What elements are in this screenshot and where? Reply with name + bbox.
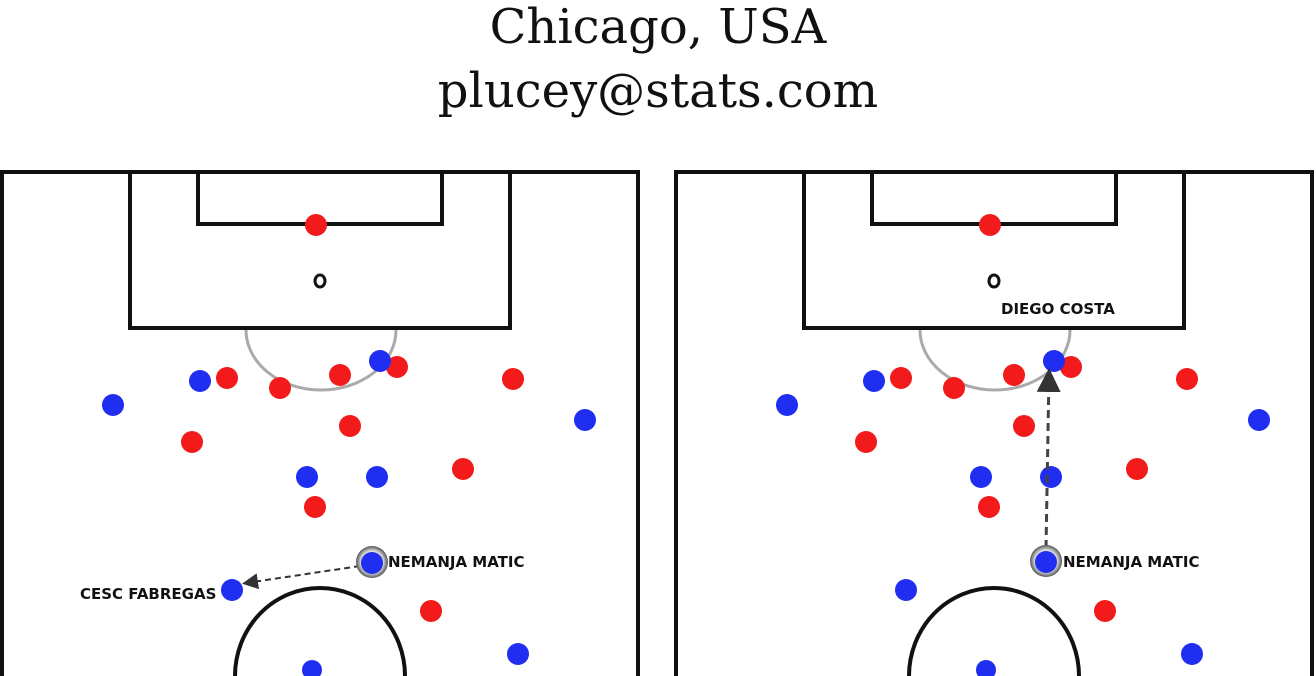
player-red: [502, 368, 524, 390]
pitch-boundary: [0, 170, 640, 676]
player-blue: [776, 394, 798, 416]
player-blue: [102, 394, 124, 416]
players-blue: [776, 350, 1270, 676]
player-red: [1094, 600, 1116, 622]
pitch-boundary: [674, 170, 1314, 676]
player-blue: [366, 466, 388, 488]
player-red: [329, 364, 351, 386]
center-circle: [233, 586, 407, 676]
player-red: [890, 367, 912, 389]
players-red: [855, 214, 1198, 622]
pitch-right: NEMANJA MATIC DIEGO COSTA: [674, 170, 1314, 676]
player-red: [943, 377, 965, 399]
player-red: [1060, 356, 1082, 378]
location-text: Chicago, USA: [489, 0, 827, 55]
header: Chicago, USA plucey@stats.com: [0, 0, 1316, 150]
player-red: [181, 431, 203, 453]
player-blue: [507, 643, 529, 665]
player-blue: [976, 660, 996, 676]
player-red: [216, 367, 238, 389]
player-red: [305, 214, 327, 236]
player-red: [1013, 415, 1035, 437]
passer-label: NEMANJA MATIC: [1063, 553, 1200, 571]
player-blue: [1040, 466, 1062, 488]
center-circle: [907, 586, 1081, 676]
passer-label: NEMANJA MATIC: [388, 553, 525, 571]
receiver-label: DIEGO COSTA: [1001, 300, 1115, 318]
player-red: [269, 377, 291, 399]
player-red: [1003, 364, 1025, 386]
players-red: [181, 214, 524, 622]
player-blue: [895, 579, 917, 601]
pitch-left: NEMANJA MATIC CESC FABREGAS: [0, 170, 640, 676]
player-red: [1176, 368, 1198, 390]
player-red: [978, 496, 1000, 518]
ball-carrier: [361, 552, 383, 574]
player-blue: [574, 409, 596, 431]
player-red: [855, 431, 877, 453]
player-red: [420, 600, 442, 622]
player-blue: [296, 466, 318, 488]
player-blue: [302, 660, 322, 676]
pass-arrow: [1036, 368, 1061, 549]
player-red: [979, 214, 1001, 236]
player-red: [339, 415, 361, 437]
players-blue: [102, 350, 596, 676]
email-text: plucey@stats.com: [437, 63, 879, 119]
player-red: [386, 356, 408, 378]
ball-carrier: [1035, 551, 1057, 573]
penalty-spot: [313, 273, 327, 289]
penalty-spot: [987, 273, 1001, 289]
player-blue: [863, 370, 885, 392]
player-red: [452, 458, 474, 480]
player-red: [1126, 458, 1148, 480]
receiver-label: CESC FABREGAS: [80, 585, 216, 603]
player-blue: [221, 579, 243, 601]
player-blue: [189, 370, 211, 392]
player-blue: [1043, 350, 1065, 372]
player-red: [304, 496, 326, 518]
player-blue: [1181, 643, 1203, 665]
player-blue: [369, 350, 391, 372]
player-blue: [1248, 409, 1270, 431]
player-blue: [970, 466, 992, 488]
